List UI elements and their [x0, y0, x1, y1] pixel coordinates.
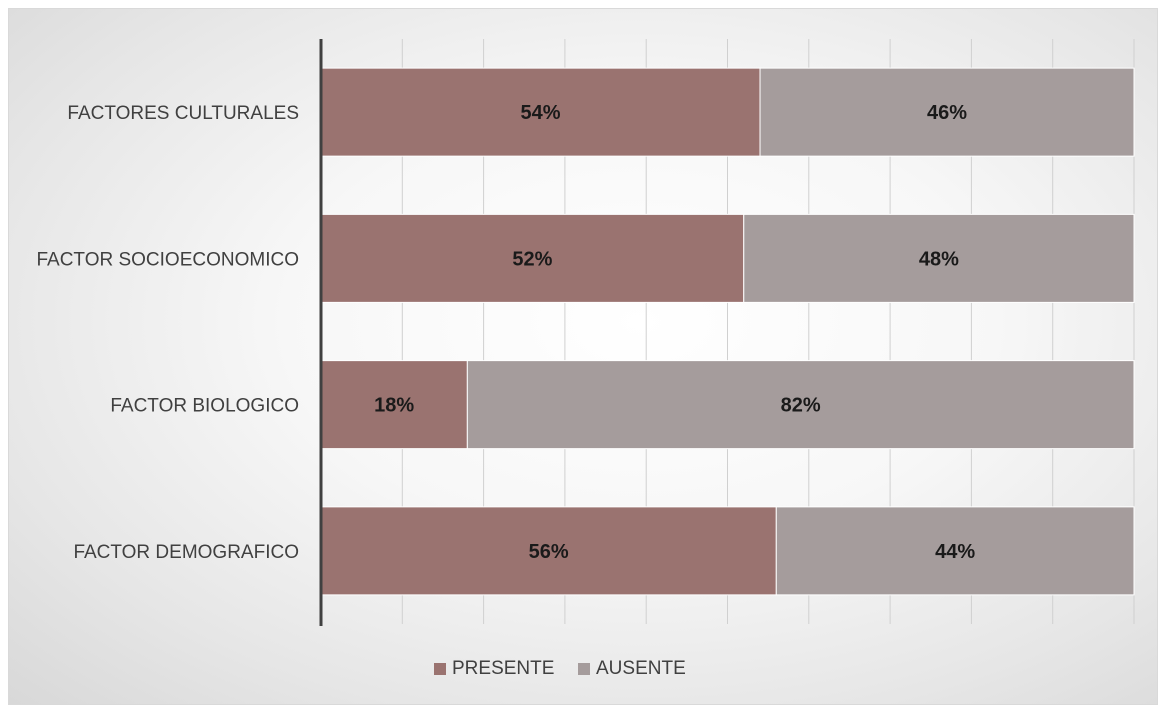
legend-label-ausente: AUSENTE	[596, 658, 686, 679]
bar-ausente-factores-culturales	[759, 67, 1135, 157]
data-labels: 56% 44% 18% 82% 52% 48% 54% 46%	[374, 102, 975, 563]
data-label-presente-factor-demografico: 56%	[529, 541, 569, 563]
bar-ausente-factor-biologico	[466, 360, 1135, 450]
data-label-presente-factor-biologico: 18%	[374, 395, 414, 417]
data-label-presente-factor-socioeconomico: 52%	[512, 248, 552, 270]
category-label-factores-culturales: FACTORES CULTURALES	[67, 103, 299, 124]
legend-label-presente: PRESENTE	[452, 658, 554, 679]
bars	[320, 67, 1135, 596]
legend-swatch-ausente	[578, 663, 590, 675]
category-label-factor-demografico: FACTOR DEMOGRAFICO	[73, 542, 299, 563]
category-label-factor-socioeconomico: FACTOR SOCIOECONOMICO	[36, 249, 299, 270]
bar-presente-factor-socioeconomico	[320, 213, 745, 303]
bar-ausente-factor-socioeconomico	[743, 213, 1135, 303]
data-label-ausente-factor-socioeconomico: 48%	[919, 248, 959, 270]
data-label-ausente-factor-biologico: 82%	[781, 395, 821, 417]
legend: PRESENTE AUSENTE	[434, 658, 686, 679]
bar-ausente-factor-demografico	[775, 506, 1135, 596]
category-label-factor-biologico: FACTOR BIOLOGICO	[110, 396, 299, 417]
stacked-bar-chart: 56% 44% 18% 82% 52% 48% 54% 46% FACTOR DEMOGRAF…	[36, 39, 1135, 679]
data-label-presente-factores-culturales: 54%	[520, 102, 560, 124]
chart-frame: 56% 44% 18% 82% 52% 48% 54% 46% FACTOR DEMOGRAF…	[8, 8, 1158, 705]
data-label-ausente-factor-demografico: 44%	[935, 541, 975, 563]
data-label-ausente-factores-culturales: 46%	[927, 102, 967, 124]
bar-presente-factor-demografico	[320, 506, 777, 596]
bar-presente-factores-culturales	[320, 67, 761, 157]
legend-swatch-presente	[434, 663, 446, 675]
category-labels: FACTOR DEMOGRAFICO FACTOR BIOLOGICO FACTOR…	[36, 103, 299, 563]
